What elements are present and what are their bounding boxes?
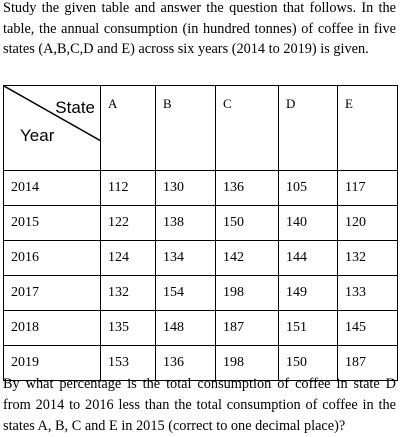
table-cell: 134 (155, 240, 216, 276)
table-cell: 130 (155, 170, 216, 206)
row-header: 2014 (3, 170, 101, 206)
table-cell: 124 (100, 240, 156, 276)
column-header: C (215, 85, 279, 171)
table-cell: 153 (100, 345, 156, 381)
table-cell: 136 (215, 170, 279, 206)
table-row: 2018 135 148 187 151 145 (3, 310, 398, 346)
row-header-label: Year (20, 126, 55, 145)
table-cell: 198 (215, 345, 279, 381)
corner-cell: State Year (3, 85, 101, 171)
column-header: B (155, 85, 216, 171)
table-row: 2019 153 136 198 150 187 (3, 345, 398, 381)
table-row: 2014 112 130 136 105 117 (3, 170, 398, 206)
row-header: 2019 (3, 345, 101, 381)
table-cell: 150 (278, 345, 338, 381)
table-cell: 135 (100, 310, 156, 346)
table-cell: 120 (337, 205, 398, 241)
table-cell: 144 (278, 240, 338, 276)
column-header-label: State (55, 98, 95, 117)
column-header: D (278, 85, 338, 171)
diagonal-line (4, 86, 101, 142)
table-cell: 132 (100, 275, 156, 311)
table-cell: 187 (215, 310, 279, 346)
table-cell: 105 (278, 170, 338, 206)
row-header: 2017 (3, 275, 101, 311)
row-header: 2016 (3, 240, 101, 276)
column-header: E (337, 85, 398, 171)
question-text: By what percentage is the total consumpt… (3, 376, 396, 434)
table-cell: 142 (215, 240, 279, 276)
table-cell: 148 (155, 310, 216, 346)
table-cell: 138 (155, 205, 216, 241)
row-header: 2018 (3, 310, 101, 346)
table-cell: 187 (337, 345, 398, 381)
table-cell: 145 (337, 310, 398, 346)
table-cell: 149 (278, 275, 338, 311)
table-cell: 150 (215, 205, 279, 241)
intro-text: Study the given table and answer the que… (3, 0, 396, 57)
column-header: A (100, 85, 156, 171)
table-row: 2017 132 154 198 149 133 (3, 275, 398, 311)
table-cell: 112 (100, 170, 156, 206)
table-cell: 122 (100, 205, 156, 241)
table-row: 2016 124 134 142 144 132 (3, 240, 398, 276)
table-cell: 133 (337, 275, 398, 311)
table-cell: 198 (215, 275, 279, 311)
table-cell: 151 (278, 310, 338, 346)
table-cell: 132 (337, 240, 398, 276)
table-row: 2015 122 138 150 140 120 (3, 205, 398, 241)
table-cell: 117 (337, 170, 398, 206)
row-header: 2015 (3, 205, 101, 241)
diagonal (4, 86, 101, 142)
table-cell: 154 (155, 275, 216, 311)
table-cell: 140 (278, 205, 338, 241)
